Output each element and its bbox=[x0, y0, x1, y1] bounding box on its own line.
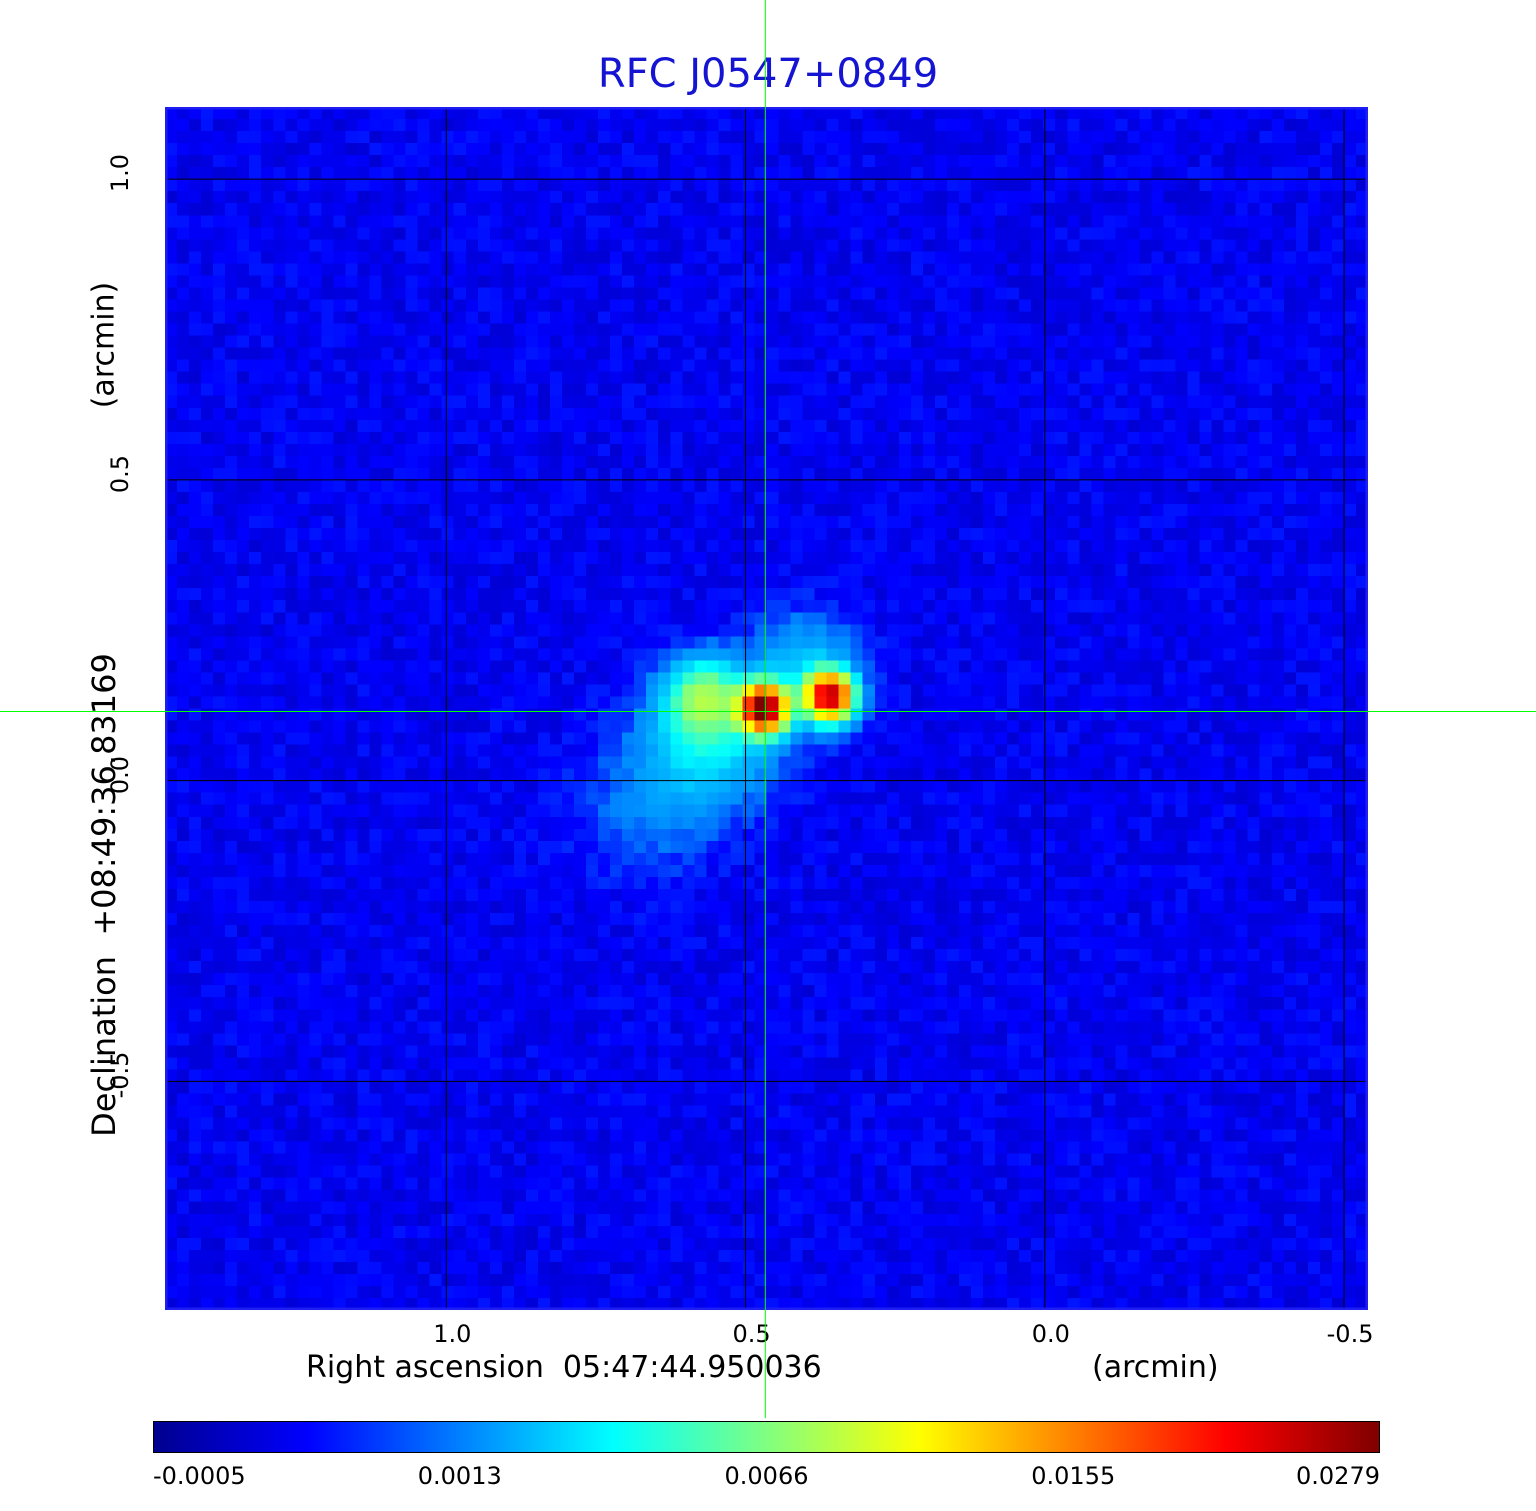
y-axis-label: Declination +08:49:36.83169 bbox=[85, 653, 123, 1137]
image-plot-area[interactable] bbox=[165, 107, 1368, 1310]
grid-lines bbox=[165, 107, 1368, 1310]
colorbar-tick-label: 0.0279 bbox=[1296, 1462, 1380, 1490]
x-tick-label: -0.5 bbox=[1326, 1320, 1374, 1348]
x-axis-label: Right ascension 05:47:44.950036 bbox=[306, 1350, 822, 1385]
y-axis-unit: (arcmin) bbox=[86, 281, 122, 409]
chart-title: RFC J0547+0849 bbox=[597, 51, 939, 97]
colorbar bbox=[153, 1421, 1380, 1453]
plot-frame bbox=[165, 107, 1368, 1310]
y-tick-label: 0.5 bbox=[106, 454, 134, 494]
x-tick-label: 0.0 bbox=[1031, 1320, 1070, 1348]
y-tick-label: 1.0 bbox=[106, 154, 134, 193]
colorbar-tick-label: 0.0066 bbox=[724, 1462, 809, 1490]
x-tick-label: 1.0 bbox=[433, 1320, 472, 1348]
colorbar-tick-label: 0.0155 bbox=[1031, 1462, 1116, 1490]
x-axis-unit: (arcmin) bbox=[1092, 1350, 1219, 1385]
x-tick-label: 0.5 bbox=[732, 1320, 771, 1348]
colorbar-tick-label: -0.0005 bbox=[153, 1462, 246, 1490]
flux-heatmap bbox=[165, 107, 1368, 1310]
colorbar-tick-label: 0.0013 bbox=[417, 1462, 502, 1490]
